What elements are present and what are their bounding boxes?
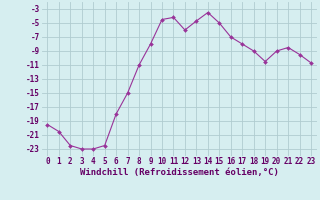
X-axis label: Windchill (Refroidissement éolien,°C): Windchill (Refroidissement éolien,°C): [80, 168, 279, 177]
